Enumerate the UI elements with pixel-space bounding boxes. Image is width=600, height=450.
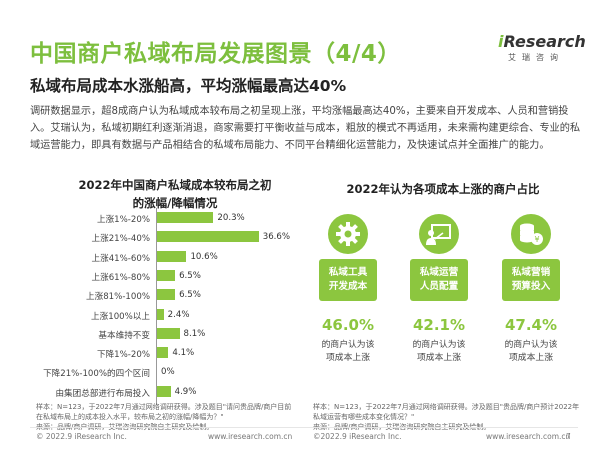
cost-item-marketing-desc: 的商户认为该 项成本上涨 [481,339,581,365]
right-chart-sample-note: 样本：N=123，于2022年7月通过网络调研获得。涉及题目"贵品牌/商户预计2… [313,403,580,421]
logo-main: Research [503,32,586,51]
cost-item-dev-percent: 46.0% [321,316,375,334]
bar-value-label: 4.9% [174,386,197,397]
bar [157,347,169,359]
bar-value-label: 20.3% [217,213,245,223]
iresearch-logo: iResearch 艾瑞咨询 [498,32,586,68]
left-chart-title: 2022年中国商户私域成本较布局之初 的涨幅/降幅情况 [60,176,290,212]
left-chart-title-line2: 的涨幅/降幅情况 [132,196,218,210]
bar [157,289,176,301]
footer-right-copyright: ©2022.9 iResearch Inc. [313,432,402,441]
presenter-icon [419,214,459,254]
footer-left-copyright: © 2022.9 iResearch Inc. [36,432,127,441]
bar-value-label: 0% [161,367,175,378]
svg-text:¥: ¥ [534,235,539,244]
footer-divider [30,427,578,428]
bar-category-label: 上涨1%-20% [96,215,150,225]
cost-item-staff-desc2: 项成本上涨 [417,353,461,363]
bar-value-label: 36.6% [262,232,291,243]
intro-paragraph: 调研数据显示，超8成商户认为私域成本较布局之初呈现上涨，平均涨幅最高达40%，主… [30,106,581,151]
gear-icon [328,214,368,254]
left-chart-sample-note: 样本：N=123，于2022年7月通过网络调研获得。涉及题目"请问贵品牌/商户目… [36,403,292,421]
page-title: 中国商户私域布局发展图景（4/4） [30,41,401,67]
footer-left-url: www.iresearch.com.cn [208,432,293,441]
cost-item-dev-label: 私域工具 开发成本 [319,259,377,301]
bar-value-label: 2.4% [167,309,190,320]
bar-value-label: 10.6% [190,251,218,262]
bar [157,212,214,223]
bar [157,231,259,243]
bar-chart-axis [156,208,157,405]
footer-page-number: 7 [566,432,571,441]
cost-item-marketing-label: 私域营销 预算投入 [502,259,560,301]
bar [157,269,176,281]
bar-category-label: 上涨61%-80% [91,272,151,283]
cost-item-staff-label: 私域运营 人员配置 [410,259,468,301]
bar-category-label: 下降1%-20% [96,350,150,361]
bar [157,308,164,320]
cost-item-marketing-percent: 47.4% [504,316,558,334]
cost-item-dev-desc: 的商户认为该 项成本上涨 [298,339,398,365]
cost-item-staff-line2: 人员配置 [419,281,459,292]
cost-item-marketing-desc1: 的商户认为该 [504,340,558,350]
bar [157,385,171,397]
footer-right-url: www.iresearch.com.cn [486,432,571,441]
cost-item-staff-desc1: 的商户认为该 [412,340,466,350]
bar-category-label: 下降21%-100%的四个区间 [43,369,150,380]
bar-value-label: 4.1% [172,348,195,359]
cost-item-staff-desc: 的商户认为该 项成本上涨 [389,339,489,365]
bar [157,250,187,262]
bar-value-label: 6.5% [179,270,201,281]
bar-category-label: 基本维持不变 [98,330,150,341]
left-chart-title-line1: 2022年中国商户私域成本较布局之初 [78,178,272,192]
cost-item-marketing-line1: 私域营销 [511,267,551,278]
bar-category-label: 上涨21%-40% [91,234,151,245]
cost-item-marketing-line2: 预算投入 [511,281,551,292]
logo-cn: 艾瑞咨询 [508,53,564,62]
bar-category-label: 上涨41%-60% [91,253,151,264]
bar-value-label: 6.5% [179,290,201,301]
right-chart-title: 2022年认为各项成本上涨的商户占比 [346,182,540,196]
cost-item-marketing-desc2: 项成本上涨 [509,353,553,363]
cost-item-dev-line2: 开发成本 [328,281,368,292]
page-subtitle: 私域布局成本水涨船高，平均涨幅最高达40% [30,77,347,95]
cost-item-dev-line1: 私域工具 [328,267,368,278]
cost-item-staff-line1: 私域运营 [419,267,459,278]
cost-item-staff-percent: 42.1% [412,316,466,334]
bar-category-label: 上涨81%-100% [86,292,150,303]
bar-category-label: 上涨100%以上 [91,311,150,322]
coins-icon: ¥ [511,214,551,254]
bar-value-label: 8.1% [183,328,206,339]
logo-wordmark: iResearch [498,32,586,51]
bar [157,327,180,339]
bar-category-label: 由集团总部进行布局投入 [55,388,150,399]
cost-item-dev-desc2: 项成本上涨 [326,353,370,363]
cost-item-dev-desc1: 的商户认为该 [321,340,375,350]
logo-prefix: i [498,32,504,51]
